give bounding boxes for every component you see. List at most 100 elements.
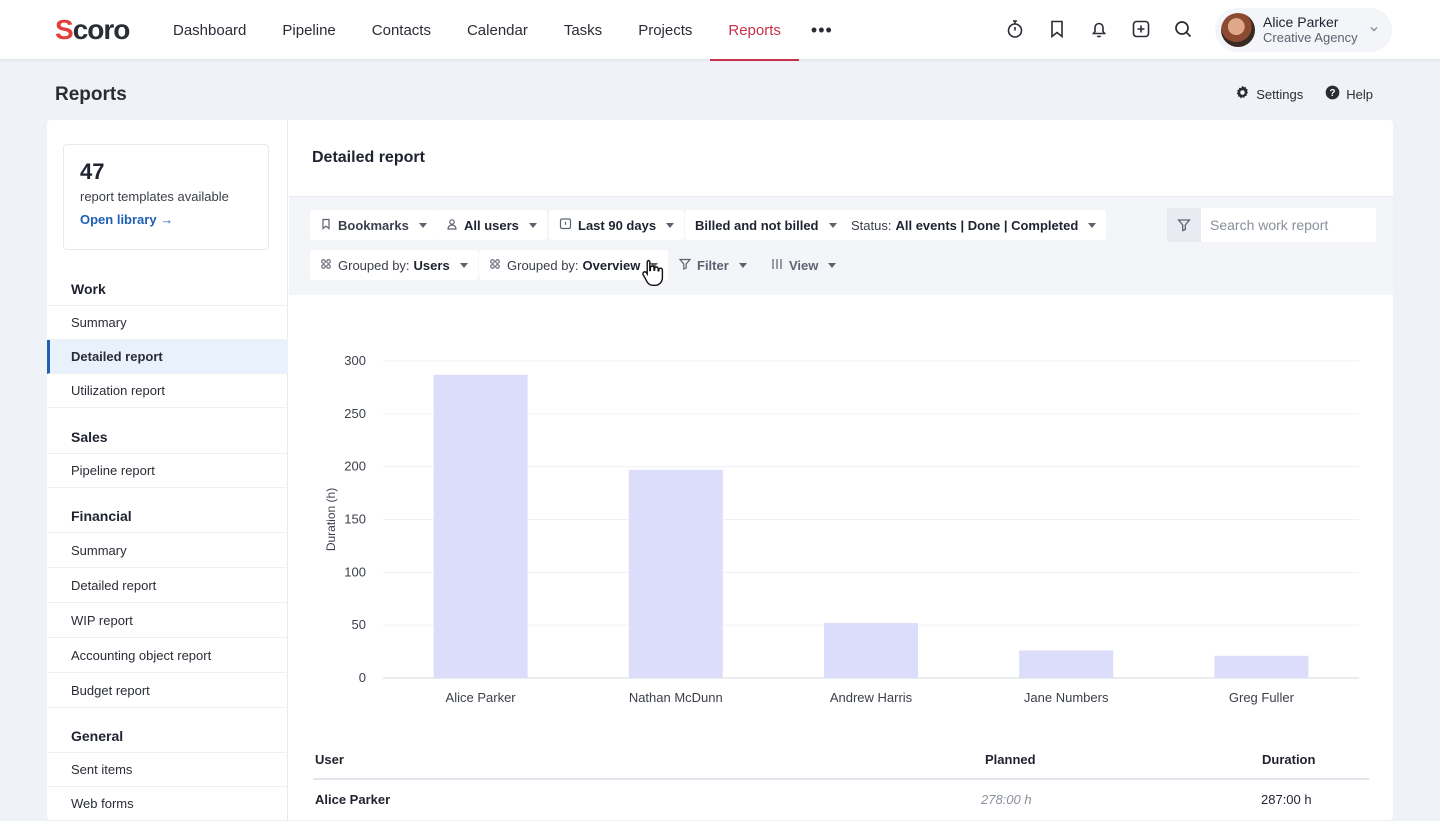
billing-dropdown[interactable]: Billed and not billed	[685, 210, 847, 240]
sidebar-item-financial-summary[interactable]: Summary	[47, 533, 288, 568]
bar-jane-numbers[interactable]	[1019, 650, 1114, 678]
table-row[interactable]: Alice Parker 278:00 h 287:00 h	[313, 782, 1369, 816]
nav-tasks[interactable]: Tasks	[563, 21, 603, 39]
user-icon	[446, 218, 458, 233]
users-dropdown[interactable]: All users	[436, 210, 547, 240]
sidebar-group-general: General Sent items Web forms	[47, 719, 288, 821]
row-duration: 287:00 h	[1261, 792, 1312, 807]
bookmark-icon[interactable]	[1042, 14, 1072, 44]
reports-sidebar: 47 report templates available Open libra…	[47, 120, 288, 821]
bar-nathan-mcdunn[interactable]	[628, 469, 723, 678]
nav-reports[interactable]: Reports	[710, 0, 799, 61]
svg-text:?: ?	[1330, 88, 1336, 99]
search-input[interactable]: Search work report	[1210, 217, 1329, 233]
page-title: Reports	[55, 84, 127, 105]
group1-value: Users	[413, 257, 450, 273]
sidebar-item-utilization-report[interactable]: Utilization report	[47, 374, 288, 408]
nav-calendar[interactable]: Calendar	[466, 21, 528, 39]
caret-down-icon	[666, 222, 675, 228]
sidebar-item-sent-items[interactable]: Sent items	[47, 753, 288, 787]
column-header-duration[interactable]: Duration	[1262, 752, 1316, 767]
nav-pipeline[interactable]: Pipeline	[282, 21, 336, 39]
group-by-overview-dropdown[interactable]: Grouped by: Overview	[479, 250, 669, 280]
period-label: Last 90 days	[578, 217, 657, 233]
template-desc: report templates available	[80, 189, 229, 204]
filter-label: Filter	[697, 257, 729, 273]
add-icon[interactable]	[1126, 14, 1156, 44]
y-tick-label: 250	[344, 406, 366, 421]
avatar	[1221, 13, 1255, 47]
x-tick-label: Alice Parker	[446, 690, 517, 705]
bar-andrew-harris[interactable]	[824, 623, 918, 678]
library-box: 47 report templates available Open libra…	[63, 144, 269, 250]
bar-greg-fuller[interactable]	[1214, 655, 1309, 678]
search-work-report[interactable]: Search work report	[1167, 208, 1376, 242]
bookmarks-label: Bookmarks	[338, 217, 409, 233]
sidebar-item-web-forms[interactable]: Web forms	[47, 787, 288, 821]
nav-more-button[interactable]: •••	[810, 19, 833, 40]
sidebar-item-financial-detailed-report[interactable]: Detailed report	[47, 568, 288, 603]
row-planned: 278:00 h	[981, 792, 1032, 807]
caret-down-icon	[828, 262, 837, 268]
nav-dashboard[interactable]: Dashboard	[173, 21, 247, 39]
period-dropdown[interactable]: Last 90 days	[549, 210, 685, 240]
view-dropdown[interactable]: View	[761, 250, 846, 280]
x-tick-label: Greg Fuller	[1229, 690, 1295, 705]
report-content: Detailed report Bookmarks All users Last…	[289, 120, 1393, 820]
help-button[interactable]: ? Help	[1325, 85, 1373, 103]
logo-text: coro	[72, 14, 131, 45]
nav-contacts[interactable]: Contacts	[371, 21, 431, 39]
help-label: Help	[1346, 86, 1373, 102]
sidebar-group-work: Work Summary Detailed report Utilization…	[47, 272, 288, 408]
view-label: View	[789, 257, 819, 273]
bar-chart-svg: 0 50 100 150 200 250 300 Alice Parker Nathan McD…	[324, 353, 1359, 705]
group2-prefix: Grouped by:	[507, 257, 579, 273]
bookmarks-dropdown[interactable]: Bookmarks	[310, 210, 437, 240]
column-header-planned[interactable]: Planned	[985, 752, 1036, 767]
sidebar-item-detailed-report[interactable]: Detailed report	[47, 340, 288, 374]
bar-alice-parker[interactable]	[433, 374, 528, 678]
x-tick-label: Andrew Harris	[830, 690, 913, 705]
caret-down-icon	[738, 262, 747, 268]
status-dropdown[interactable]: Status: All events | Done | Completed	[841, 210, 1107, 240]
sidebar-group-sales: Sales Pipeline report	[47, 420, 288, 488]
sidebar-item-accounting-object-report[interactable]: Accounting object report	[47, 638, 288, 673]
group1-prefix: Grouped by:	[338, 257, 410, 273]
caret-down-icon	[459, 262, 468, 268]
open-library-link[interactable]: Open library →	[80, 212, 174, 227]
sidebar-group-financial: Financial Summary Detailed report WIP re…	[47, 499, 288, 708]
bell-icon[interactable]	[1084, 14, 1114, 44]
sidebar-item-wip-report[interactable]: WIP report	[47, 603, 288, 638]
caret-down-icon	[418, 222, 427, 228]
y-tick-label: 200	[344, 459, 366, 474]
filter-icon	[678, 258, 692, 273]
search-icon[interactable]	[1168, 14, 1198, 44]
user-menu[interactable]: Alice Parker Creative Agency	[1215, 8, 1392, 52]
sidebar-heading-general: General	[47, 719, 288, 753]
table-header: User Planned Duration	[313, 740, 1369, 780]
timer-icon[interactable]	[1000, 14, 1030, 44]
reports-card: 47 report templates available Open libra…	[47, 120, 1393, 821]
nav-projects[interactable]: Projects	[638, 21, 693, 39]
sidebar-item-pipeline-report[interactable]: Pipeline report	[47, 454, 288, 488]
hand-cursor-icon	[641, 258, 665, 291]
y-tick-label: 300	[344, 353, 366, 368]
status-prefix: Status:	[851, 217, 892, 233]
filter-dropdown[interactable]: Filter	[669, 250, 757, 280]
users-label: All users	[464, 217, 519, 233]
group-by-users-dropdown[interactable]: Grouped by: Users	[310, 250, 478, 280]
billing-label: Billed and not billed	[695, 217, 819, 233]
y-axis-label: Duration (h)	[324, 488, 338, 551]
sidebar-item-work-summary[interactable]: Summary	[47, 306, 288, 340]
template-count: 47	[80, 159, 105, 184]
sidebar-item-budget-report[interactable]: Budget report	[47, 673, 288, 708]
column-header-user[interactable]: User	[315, 752, 344, 767]
user-org: Creative Agency	[1263, 30, 1358, 45]
sidebar-heading-financial: Financial	[47, 499, 288, 533]
settings-button[interactable]: Settings	[1235, 85, 1303, 103]
row-user: Alice Parker	[315, 792, 391, 807]
caret-down-icon	[828, 222, 837, 228]
filter-icon[interactable]	[1167, 208, 1201, 242]
gear-icon	[1235, 85, 1250, 103]
scoro-logo[interactable]: Scoro	[55, 14, 131, 45]
